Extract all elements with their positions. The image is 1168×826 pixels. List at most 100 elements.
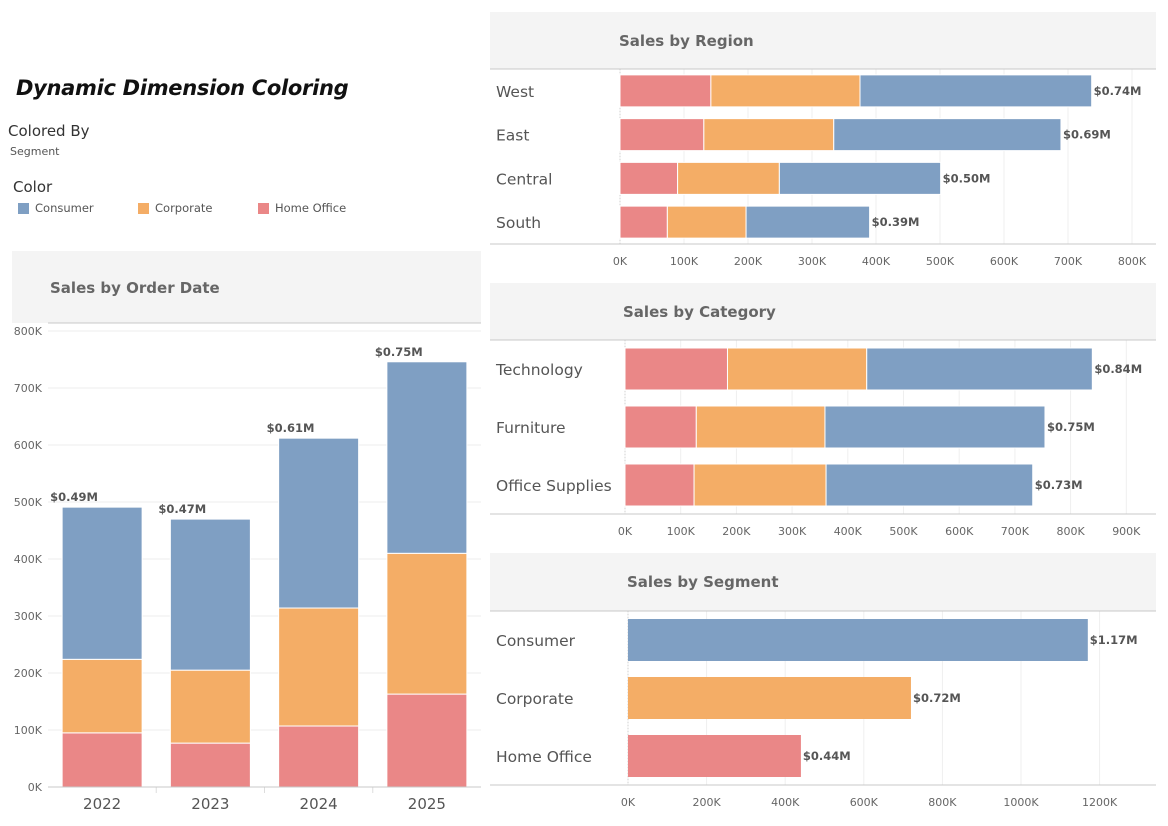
bar-segment-home-office[interactable] [624,405,697,449]
row-label: Consumer [496,632,576,650]
total-label: $0.39M [872,215,920,229]
bar-segment-consumer[interactable] [778,161,942,195]
bar-segment-consumer[interactable] [169,518,251,671]
bar-segment-corporate[interactable] [693,463,827,507]
bar-segment-consumer[interactable] [745,205,871,239]
bar-segment-consumer[interactable] [386,361,468,554]
x-tick-label: 0K [613,255,628,268]
category-chart-title: Sales by Category [623,303,776,321]
bar-segment-corporate[interactable] [703,118,835,152]
x-tick-label: 300K [798,255,827,268]
x-tick-label: 500K [926,255,955,268]
x-tick-label: 900K [1112,525,1141,538]
legend-swatch [258,202,269,214]
x-tick-label: 200K [734,255,763,268]
bar-segment-consumer[interactable] [833,118,1062,152]
bar-segment-home-office[interactable] [61,732,143,788]
bar-segment-home-office[interactable] [624,347,728,391]
x-tick-label: 600K [850,796,879,809]
bar-segment-home-office[interactable] [619,74,712,108]
total-label: $0.74M [1094,84,1142,98]
bar-segment-corporate[interactable] [726,347,868,391]
bar-segment-corporate[interactable] [386,552,468,695]
x-tick-label: 400K [862,255,891,268]
row-label: Office Supplies [496,477,612,495]
y-tick-label: 600K [14,439,43,452]
bar-segment-home-office[interactable] [619,161,679,195]
y-tick-label: 700K [14,382,43,395]
x-tick-label: 2025 [408,795,446,813]
dashboard-title: Dynamic Dimension Coloring [16,76,349,100]
colored-by-label: Colored By [8,122,90,140]
total-label: $0.49M [50,490,98,504]
x-tick-label: 0K [621,796,636,809]
legend-item-consumer[interactable]: Consumer [18,201,94,215]
y-tick-label: 800K [14,325,43,338]
x-tick-label: 400K [834,525,863,538]
bar-segment-corporate[interactable] [677,161,780,195]
x-tick-label: 800K [928,796,957,809]
colored-by-selector[interactable]: Segment [10,145,60,158]
row-label: Technology [495,361,583,379]
bar-segment-consumer[interactable] [866,347,1093,391]
legend-label: Home Office [275,201,347,215]
x-tick-label: 2024 [300,795,338,813]
row-label: Corporate [496,690,574,708]
row-label: Central [496,170,552,188]
legend-swatch [18,202,29,214]
bar-segment-corporate[interactable] [169,669,251,744]
bar-segment-consumer[interactable] [61,506,143,660]
row-label: East [496,127,529,145]
bar-segment-consumer[interactable] [825,463,1034,507]
legend-label: Corporate [155,201,213,215]
legend-item-home-office[interactable]: Home Office [258,201,346,215]
row-label: West [496,83,534,101]
total-label: $0.69M [1063,128,1111,142]
x-tick-label: 1200K [1082,796,1118,809]
y-tick-label: 200K [14,667,43,680]
x-tick-label: 2022 [83,795,121,813]
legend-item-corporate[interactable]: Corporate [138,201,213,215]
bar[interactable] [628,619,1088,661]
x-tick-label: 100K [667,525,696,538]
segment-header [490,553,1156,611]
x-tick-label: 400K [771,796,800,809]
total-label: $0.44M [803,749,851,763]
bar-segment-consumer[interactable] [859,74,1093,108]
bar-segment-corporate[interactable] [666,205,747,239]
bar-segment-home-office[interactable] [169,742,251,788]
bar-segment-corporate[interactable] [278,607,360,727]
bar-segment-corporate[interactable] [695,405,826,449]
x-tick-label: 200K [722,525,751,538]
bar-segment-home-office[interactable] [278,725,360,788]
bar-segment-home-office[interactable] [624,463,695,507]
bar-segment-home-office[interactable] [386,693,468,788]
bar-segment-corporate[interactable] [710,74,861,108]
bar[interactable] [628,677,911,719]
region-chart-title: Sales by Region [619,32,754,50]
x-tick-label: 600K [990,255,1019,268]
color-legend-title: Color [13,178,53,196]
total-label: $0.84M [1094,362,1142,376]
x-tick-label: 300K [778,525,807,538]
x-tick-label: 200K [692,796,721,809]
bar-segment-home-office[interactable] [619,205,668,239]
region-header [490,12,1156,69]
x-tick-label: 2023 [191,795,229,813]
row-label: Furniture [496,419,566,437]
total-label: $0.61M [267,421,315,435]
bar[interactable] [628,735,801,777]
y-tick-label: 300K [14,610,43,623]
bar-segment-corporate[interactable] [61,658,143,734]
legend-label: Consumer [35,201,94,215]
x-tick-label: 1000K [1003,796,1039,809]
bar-segment-home-office[interactable] [619,118,705,152]
x-tick-label: 500K [889,525,918,538]
bar-segment-consumer[interactable] [278,437,360,609]
total-label: $0.75M [1047,420,1095,434]
bar-segment-consumer[interactable] [824,405,1046,449]
x-tick-label: 800K [1118,255,1147,268]
total-label: $1.17M [1090,633,1138,647]
order-date-chart-title: Sales by Order Date [50,279,220,297]
